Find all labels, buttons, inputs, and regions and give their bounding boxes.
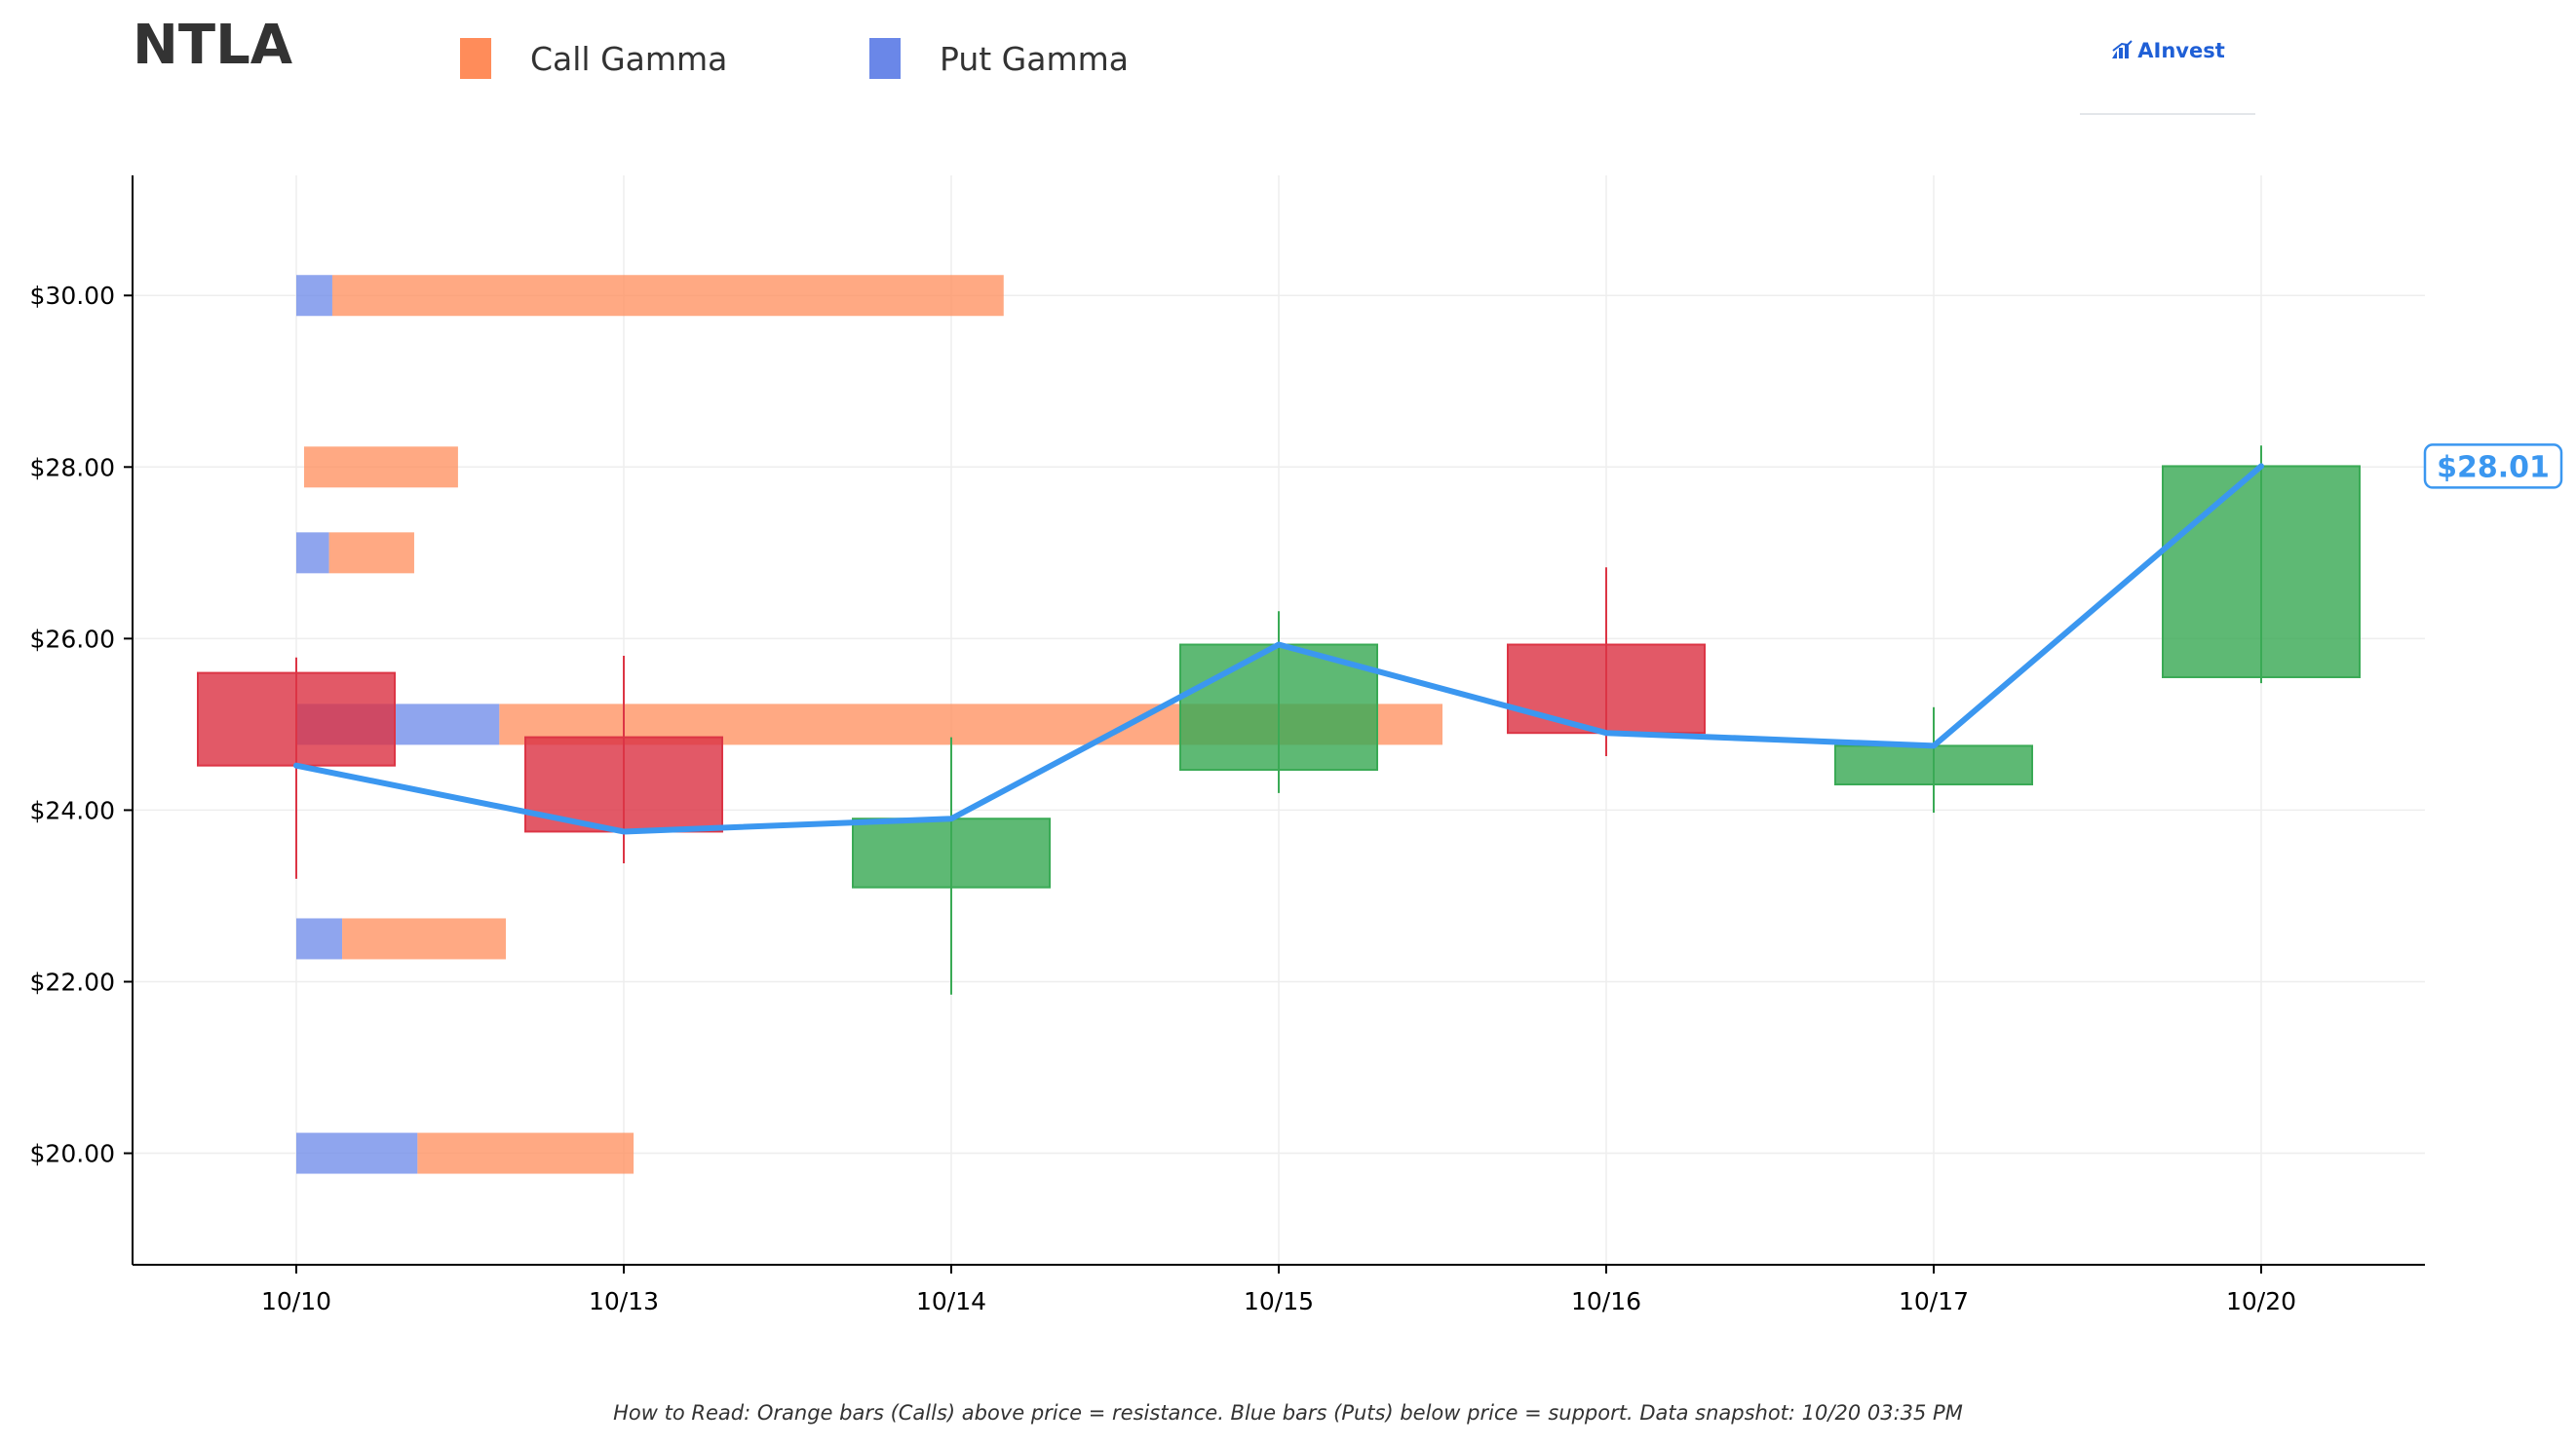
- y-tick-label: $30.00: [30, 282, 115, 310]
- y-tick-labels: $20.00 $22.00 $24.00 $26.00 $28.00 $30.00: [30, 282, 115, 1167]
- x-tick-label: 10/13: [589, 1287, 659, 1315]
- x-tick-label: 10/17: [1899, 1287, 1969, 1315]
- candlestick-chart: $20.00 $22.00 $24.00 $26.00 $28.00 $30.00 10/…: [30, 175, 2563, 1315]
- call-gamma-bar: [328, 532, 414, 574]
- call-gamma-bar: [331, 275, 1004, 317]
- gamma-bars: [296, 275, 1442, 1174]
- x-tick-label: 10/10: [261, 1287, 331, 1315]
- put-gamma-bar: [296, 918, 343, 960]
- candle-body: [197, 671, 396, 767]
- candle-body: [1834, 744, 2033, 786]
- x-tick-label: 10/15: [1244, 1287, 1314, 1315]
- chart-logo-icon: [2112, 40, 2133, 58]
- x-tick-labels: 10/10 10/13 10/14 10/15 10/16 10/17 10/20: [261, 1287, 2296, 1315]
- y-tick-label: $24.00: [30, 796, 115, 824]
- put-gamma-bar: [296, 275, 332, 317]
- last-price-box: [2423, 443, 2563, 489]
- y-tick-label: $20.00: [30, 1140, 115, 1168]
- close-price-line: [293, 463, 2264, 835]
- y-tick-label: $26.00: [30, 625, 115, 653]
- call-gamma-swatch: [460, 38, 491, 79]
- y-tick-label: $28.00: [30, 453, 115, 481]
- last-price-label: $28.01: [2437, 450, 2550, 484]
- legend-label-call-gamma: Call Gamma: [530, 39, 728, 78]
- call-gamma-bar: [304, 446, 458, 488]
- candle-body: [852, 818, 1051, 889]
- candle-body: [1507, 643, 1706, 735]
- y-tick-label: $22.00: [30, 968, 115, 996]
- axes: [124, 175, 2425, 1274]
- legend-put-gamma: Put Gamma: [869, 37, 1129, 80]
- close-line-group: [293, 463, 2264, 835]
- ainvest-logo: AInvest: [2080, 39, 2255, 115]
- candle-body: [2162, 465, 2361, 678]
- x-tick-label: 10/20: [2226, 1287, 2296, 1315]
- x-tick-label: 10/16: [1571, 1287, 1641, 1315]
- last-price-label-group: $28.01: [2423, 443, 2563, 489]
- candle-body: [1179, 643, 1378, 772]
- call-gamma-bar: [417, 1132, 634, 1174]
- logo-text: AInvest: [2137, 39, 2225, 62]
- put-gamma-swatch: [869, 38, 901, 79]
- x-tick-label: 10/14: [916, 1287, 986, 1315]
- legend-label-put-gamma: Put Gamma: [940, 39, 1129, 78]
- legend-call-gamma: Call Gamma: [460, 37, 727, 80]
- put-gamma-bar: [296, 532, 329, 574]
- put-gamma-bar: [296, 1132, 418, 1174]
- call-gamma-bar: [342, 918, 507, 960]
- footnote: How to Read: Orange bars (Calls) above p…: [613, 1401, 1963, 1425]
- chart-title: NTLA: [133, 14, 293, 77]
